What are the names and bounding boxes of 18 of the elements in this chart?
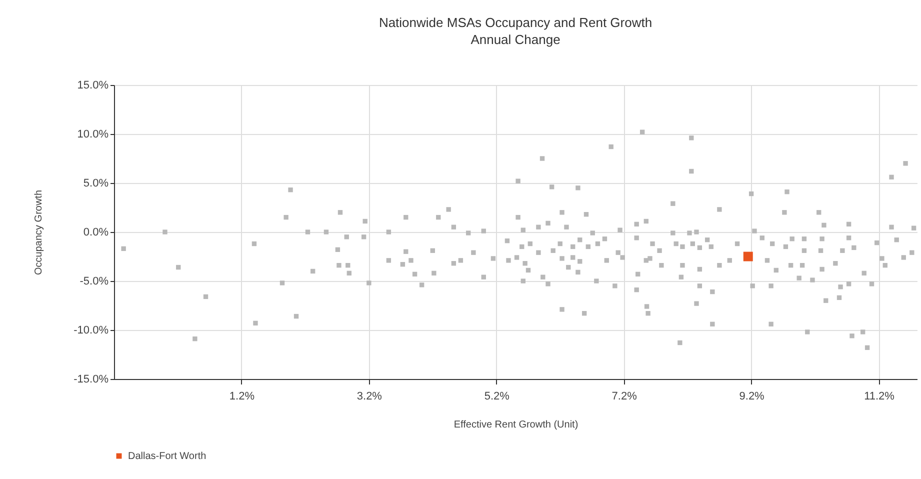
y-axis-title: Occupancy Growth [34, 190, 45, 276]
chart-title: Nationwide MSAs Occupancy and Rent Growth [378, 15, 652, 30]
x-tick-label: 3.2% [356, 390, 382, 402]
x-tick-label: 5.2% [484, 390, 510, 402]
y-tick-label: -10.0% [74, 324, 109, 336]
x-tick-label: 9.2% [739, 390, 765, 402]
y-tick-label: 5.0% [83, 178, 109, 190]
chart-subtitle: Annual Change [470, 32, 560, 47]
x-tick-label: 11.2% [864, 390, 895, 402]
x-tick-label: 1.2% [229, 390, 255, 402]
y-tick-label: -15.0% [74, 374, 109, 386]
legend-label: Dallas-Fort Worth [128, 451, 206, 462]
x-tick-label: 7.2% [612, 390, 638, 402]
y-tick-label: 15.0% [77, 80, 109, 92]
y-tick-label: 10.0% [77, 128, 109, 140]
y-tick-label: -5.0% [80, 276, 109, 288]
x-axis-title: Effective Rent Growth (Unit) [454, 420, 578, 430]
y-tick-label: 0.0% [83, 226, 109, 238]
